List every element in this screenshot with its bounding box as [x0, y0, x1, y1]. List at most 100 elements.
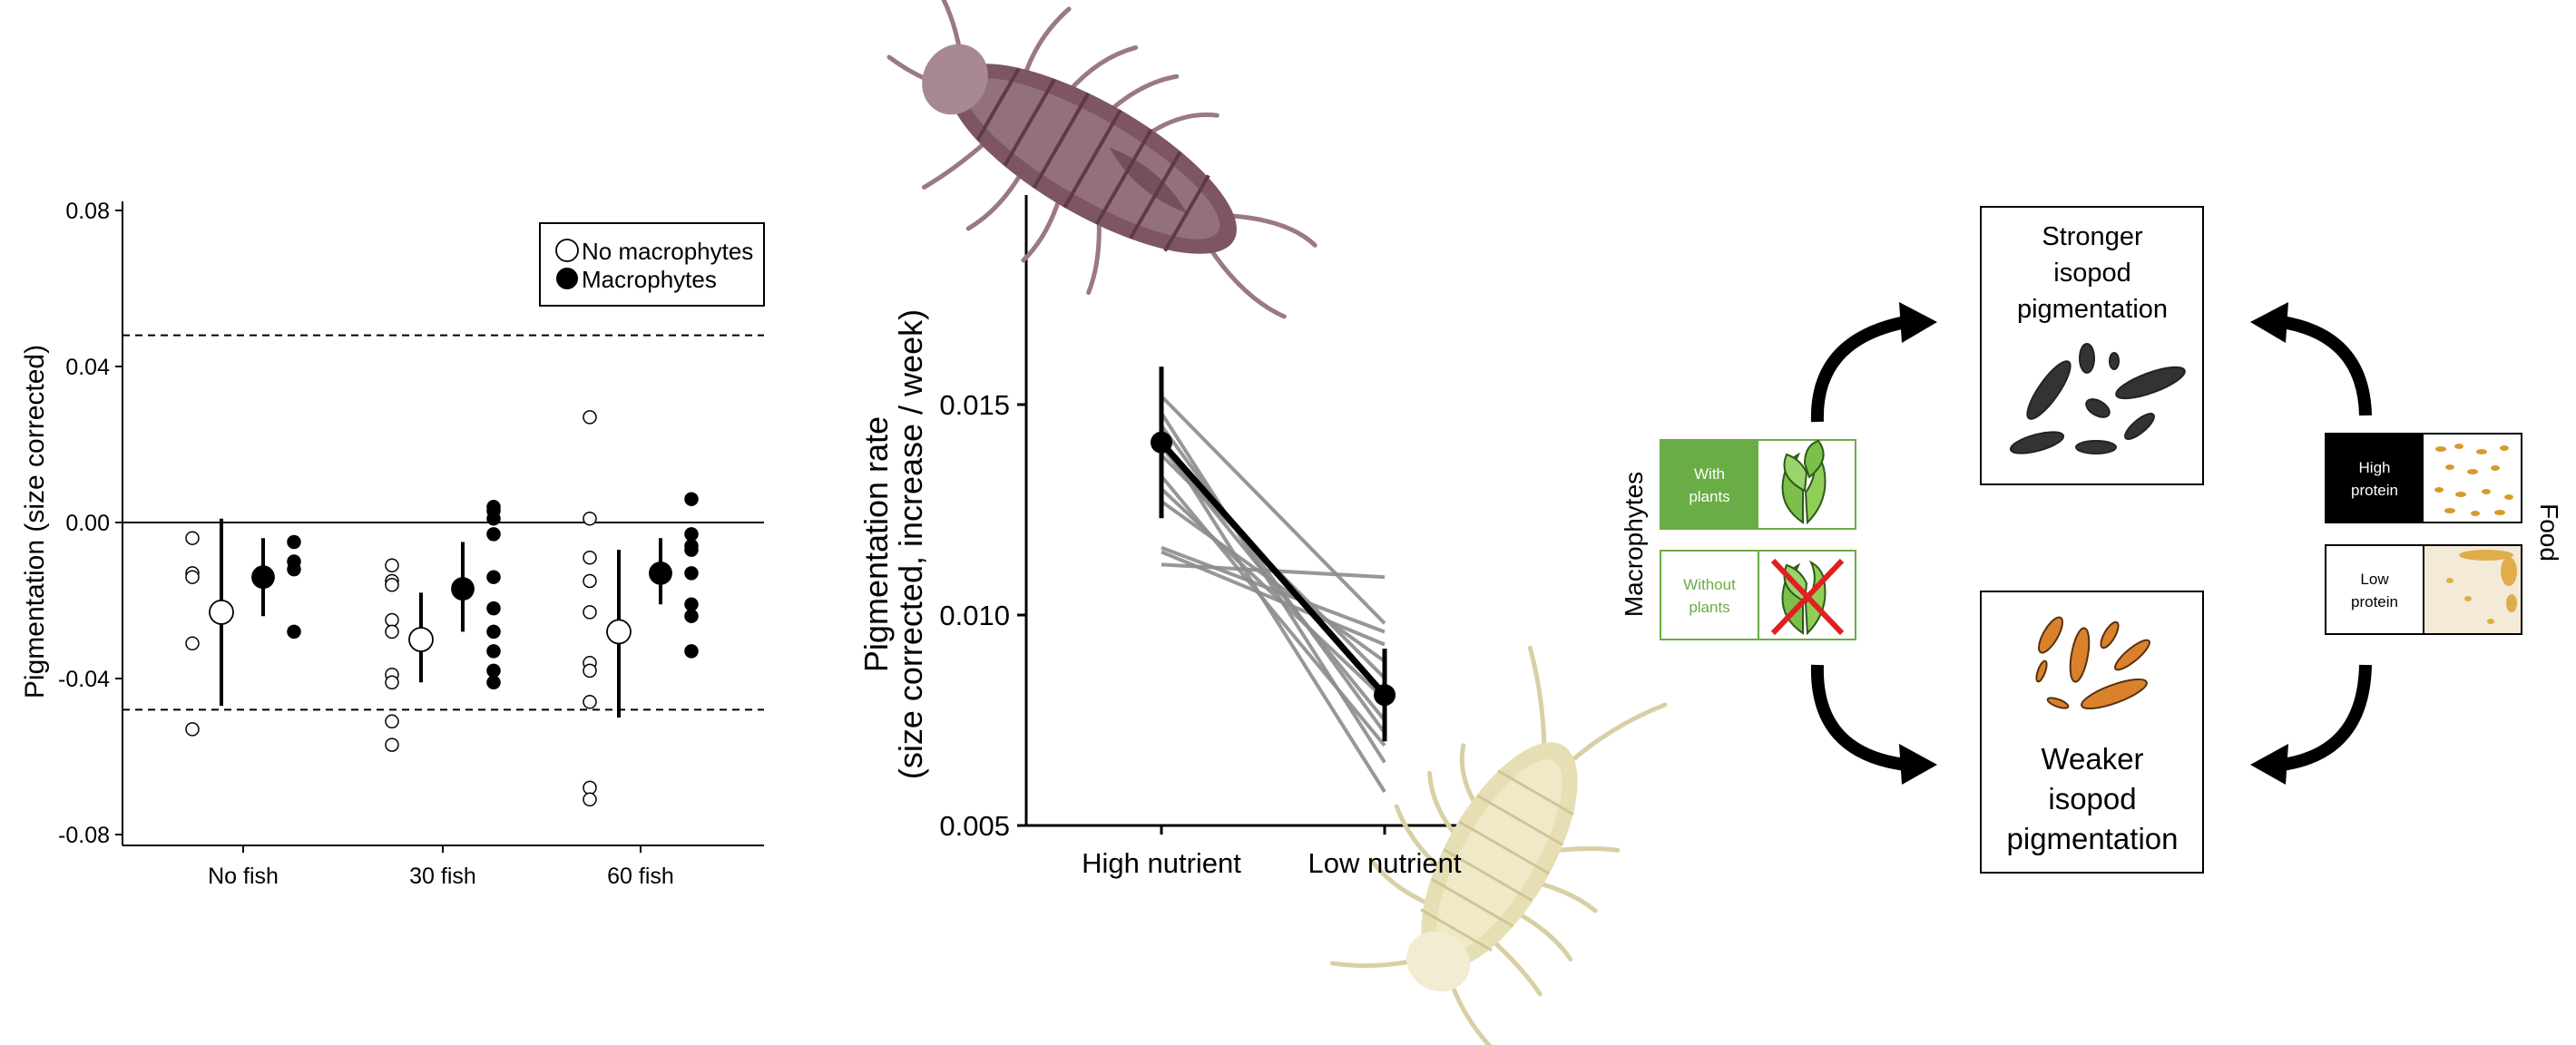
- weaker-pigmentation-box: Weaker isopod pigmentation: [1980, 591, 2204, 874]
- scatter-point: [684, 644, 699, 659]
- individual-rate-line: [1160, 437, 1386, 793]
- scatter-point: [583, 511, 597, 526]
- scatter-point: [583, 780, 597, 796]
- scatter-mean-point: [251, 565, 275, 590]
- pigmentation-scatter-panel: 0.08 0.04 0.00 -0.04 -0.08 No fish 30 fish 60 f…: [20, 199, 765, 889]
- scatter-mean-point: [451, 577, 475, 601]
- scatter-point: [684, 492, 699, 506]
- scatter-point: [185, 531, 200, 545]
- scatter-legend: No macrophytes Macrophytes: [539, 222, 765, 307]
- scatter-point: [684, 597, 699, 612]
- scatter-mean-point: [649, 562, 672, 585]
- scatter-point: [486, 675, 501, 690]
- pigmentation-rate-panel: 0.015 0.010 0.005 Pigmentation rate (size …: [857, 0, 1668, 1045]
- arrow-food-to-weaker: [2280, 664, 2372, 771]
- pale-isopod-illustration: [1329, 645, 1668, 1045]
- scatter-y-axis-label: Pigmentation (size corrected): [20, 345, 50, 698]
- scatter-point: [583, 573, 597, 589]
- scatter-point: [185, 570, 200, 584]
- legend-filled-marker: [556, 268, 578, 289]
- scatter-y-tick-label: 0.08: [65, 199, 110, 224]
- scatter-point: [486, 511, 501, 526]
- stronger-pigmentation-box: Stronger isopod pigmentation: [1980, 206, 2204, 485]
- scatter-point: [385, 612, 399, 628]
- mean-rate-point: [1374, 684, 1396, 707]
- conceptual-diagram: Macrophytes Food With plants Without plant…: [1620, 206, 2563, 874]
- scatter-point: [583, 550, 597, 565]
- individual-rate-line: [1160, 412, 1386, 764]
- scatter-point: [486, 644, 501, 659]
- individual-rate-line: [1160, 500, 1386, 663]
- scatter-point: [385, 714, 399, 729]
- scatter-point: [486, 601, 501, 616]
- macrophytes-axis-label: Macrophytes: [1620, 472, 1648, 617]
- individual-rate-line: [1160, 395, 1386, 625]
- scatter-axes: 0.08 0.04 0.00 -0.04 -0.08 No fish 30 fish 60 f…: [58, 199, 764, 889]
- scatter-y-tick-label: 0.04: [65, 355, 110, 380]
- rate-x-tick-labels: High nutrient Low nutrient: [1082, 847, 1462, 879]
- individual-rate-line: [1160, 487, 1386, 701]
- scatter-mean-point: [209, 600, 234, 625]
- orange-isopods-icon: [2035, 616, 2150, 710]
- scatter-y-tick-label: -0.04: [58, 667, 110, 692]
- scatter-point: [486, 527, 501, 542]
- scatter-point: [583, 695, 597, 709]
- scatter-point: [185, 636, 200, 651]
- scatter-point: [185, 722, 200, 737]
- scatter-point: [486, 663, 501, 679]
- scatter-point: [287, 624, 301, 640]
- high-protein-pellets-icon: [2434, 444, 2513, 516]
- rate-y-tick-label: 0.005: [939, 810, 1010, 842]
- scatter-point: [486, 624, 501, 640]
- rate-x-tick-label: High nutrient: [1082, 847, 1241, 879]
- scatter-point: [583, 792, 597, 807]
- without-plants-label: Without plants: [1683, 576, 1736, 616]
- legend-label-macrophytes: Macrophytes: [582, 266, 717, 293]
- arrowhead-icon: [1899, 744, 1937, 785]
- rate-x-tick-label: Low nutrient: [1308, 847, 1462, 879]
- high-protein-label: High protein: [2351, 459, 2398, 499]
- plant-icon: [1781, 439, 1827, 525]
- scatter-point: [385, 558, 399, 573]
- arrowhead-icon: [1899, 302, 1937, 343]
- mean-rate-point: [1151, 431, 1172, 454]
- rate-axes: 0.015 0.010 0.005: [939, 195, 1470, 842]
- scatter-point: [287, 562, 301, 577]
- scatter-x-tick-label: No fish: [208, 864, 279, 889]
- arrow-food-to-stronger: [2280, 316, 2372, 416]
- scatter-point: [583, 410, 597, 425]
- rate-y-tick-label: 0.010: [939, 600, 1010, 631]
- with-plants-label: With plants: [1689, 465, 1729, 505]
- dark-isopod-illustration: [886, 0, 1317, 319]
- arrowhead-icon: [2250, 744, 2288, 785]
- arrow-plants-to-weaker: [1810, 664, 1906, 771]
- low-protein-label: Low protein: [2351, 571, 2398, 610]
- scatter-point: [583, 605, 597, 620]
- crossed-plant-icon: [1770, 558, 1845, 636]
- legend-open-marker: [555, 239, 579, 262]
- scatter-point: [385, 675, 399, 690]
- scatter-point: [684, 542, 699, 557]
- scatter-point: [385, 624, 399, 640]
- scatter-point: [287, 534, 301, 550]
- scatter-point: [385, 578, 399, 592]
- low-protein-card: Low protein: [2325, 544, 2522, 635]
- weaker-pigmentation-text: Weaker isopod pigmentation: [2007, 742, 2179, 855]
- rate-lines: [1151, 366, 1396, 793]
- high-protein-card: High protein: [2325, 433, 2522, 523]
- scatter-point: [583, 663, 597, 679]
- scatter-y-tick-label: -0.08: [58, 823, 110, 848]
- rate-y-axis-label-line1: Pigmentation rate: [857, 416, 895, 672]
- diagram-arrows: [1810, 316, 2372, 771]
- rate-y-tick-label: 0.015: [939, 389, 1010, 421]
- dark-isopods-icon: [2009, 343, 2186, 454]
- scatter-point: [684, 609, 699, 623]
- individual-rate-line: [1161, 545, 1386, 634]
- scatter-mean-point: [606, 619, 632, 645]
- rate-y-axis-label-line2: (size corrected, increase / week): [892, 309, 929, 779]
- scatter-marks: [185, 410, 699, 807]
- stronger-pigmentation-text: Stronger isopod pigmentation: [2017, 222, 2168, 324]
- scatter-point: [684, 527, 699, 542]
- diagram-arrowheads: [1899, 302, 2288, 785]
